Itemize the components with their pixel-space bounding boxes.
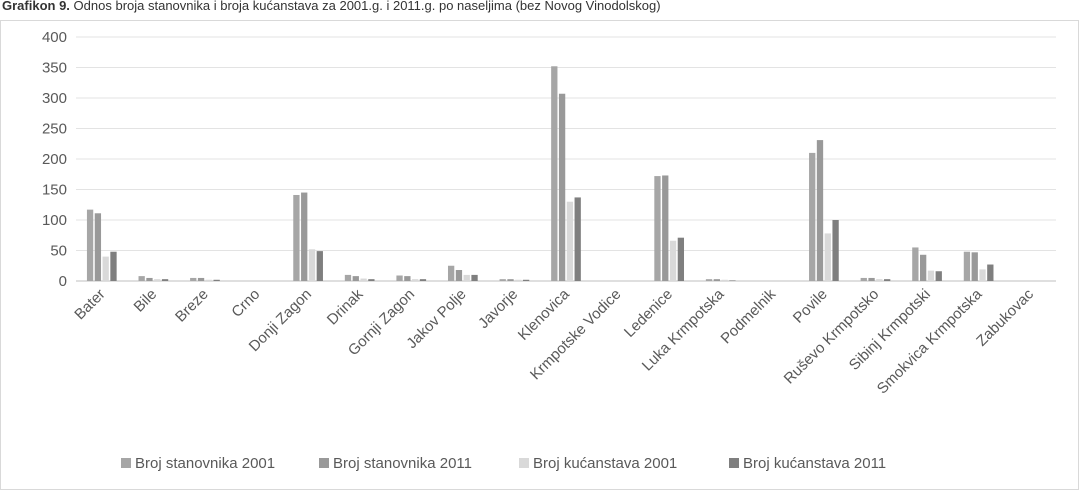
legend-label: Broj stanovnika 2011 — [333, 455, 472, 472]
y-tick-label: 300 — [42, 90, 67, 107]
bar — [860, 277, 867, 281]
x-tick-label: Povile — [790, 286, 831, 327]
x-tick-label: Crno — [228, 286, 263, 321]
legend-swatch — [729, 458, 739, 468]
bar — [301, 192, 308, 281]
x-tick-label: Podmelnik — [718, 285, 780, 347]
x-tick-label: Smokvica Krmpotska — [874, 285, 986, 397]
bar — [471, 274, 478, 281]
legend-label: Broj kućanstava 2011 — [743, 455, 886, 472]
bar — [522, 279, 530, 281]
bar — [86, 209, 94, 281]
bar — [138, 276, 145, 281]
x-tick-label: Krmpotske Vodice — [527, 286, 625, 384]
bar — [455, 270, 463, 281]
x-tick-label: Ruševo Krmpotsko — [781, 286, 883, 388]
x-tick-label: Zabukovac — [973, 285, 1037, 349]
bar — [352, 276, 359, 281]
bar — [566, 201, 574, 281]
bar — [396, 275, 403, 281]
bar — [205, 279, 212, 281]
bar — [912, 247, 919, 281]
legend-swatch — [319, 458, 329, 468]
bar — [721, 279, 728, 281]
bar — [463, 274, 470, 281]
bar — [884, 279, 891, 281]
y-tick-label: 200 — [42, 151, 67, 168]
bar — [316, 251, 323, 281]
bar — [94, 213, 102, 281]
bar — [677, 237, 685, 281]
bar — [824, 233, 831, 281]
bar — [447, 265, 455, 281]
y-tick-label: 350 — [42, 60, 67, 77]
bar — [832, 220, 839, 281]
bar — [935, 271, 942, 281]
chart-caption: Grafikon 9. Odnos broja stanovnika i bro… — [2, 0, 1077, 16]
x-tick-label: Drinak — [324, 285, 367, 328]
y-tick-label: 0 — [59, 273, 67, 290]
chart-frame: 0 50 100 150 200 250 300 350 400 Bater Bile Breze Cr… — [0, 20, 1079, 490]
bar — [927, 270, 935, 281]
bar — [213, 279, 220, 281]
caption-text: Odnos broja stanovnika i broja kućanstav… — [73, 0, 661, 13]
bar — [713, 279, 720, 281]
bar — [499, 279, 506, 281]
bar — [146, 277, 153, 281]
bar — [161, 279, 169, 281]
bar — [102, 256, 109, 281]
bar — [705, 279, 713, 281]
bar — [574, 197, 581, 281]
bar — [963, 251, 971, 281]
x-tick-label: Javorje — [475, 286, 521, 332]
legend-swatch — [519, 458, 529, 468]
bar — [876, 279, 883, 281]
chart-svg: 0 50 100 150 200 250 300 350 400 Bater Bile Breze Cr… — [42, 29, 1056, 472]
bar — [308, 249, 316, 281]
bar — [662, 175, 669, 281]
y-tick-label: 50 — [50, 243, 67, 260]
legend-label: Broj stanovnika 2001 — [135, 455, 275, 472]
bar — [404, 276, 411, 281]
bar — [419, 279, 427, 281]
y-tick-label: 100 — [42, 212, 67, 229]
bar — [360, 278, 367, 281]
bar — [197, 277, 205, 281]
bar — [809, 152, 816, 281]
caption-label: Grafikon 9. — [2, 0, 70, 13]
y-tick-label: 250 — [42, 121, 67, 138]
bar — [154, 279, 161, 281]
x-tick-label: Bater — [71, 286, 108, 323]
bar — [293, 194, 300, 281]
bar — [868, 277, 875, 281]
y-tick-label: 150 — [42, 182, 67, 199]
x-tick-label: Bile — [131, 286, 161, 316]
bar — [368, 279, 375, 281]
bar — [987, 264, 994, 281]
bar — [190, 277, 197, 281]
bar — [558, 93, 566, 281]
bar — [507, 279, 514, 281]
legend-swatch — [121, 458, 131, 468]
bar — [979, 269, 986, 281]
bar — [110, 251, 117, 281]
x-tick-label: Breze — [172, 286, 212, 326]
legend-label: Broj kućanstava 2001 — [533, 455, 677, 472]
bar — [816, 140, 824, 281]
bar — [729, 280, 736, 281]
y-tick-label: 400 — [42, 29, 67, 46]
bar — [344, 274, 352, 281]
bar — [551, 66, 558, 281]
bar — [654, 176, 661, 281]
bar — [920, 254, 927, 281]
bar — [515, 279, 522, 281]
bar — [669, 240, 677, 281]
bar — [412, 279, 419, 281]
bar — [971, 252, 978, 281]
